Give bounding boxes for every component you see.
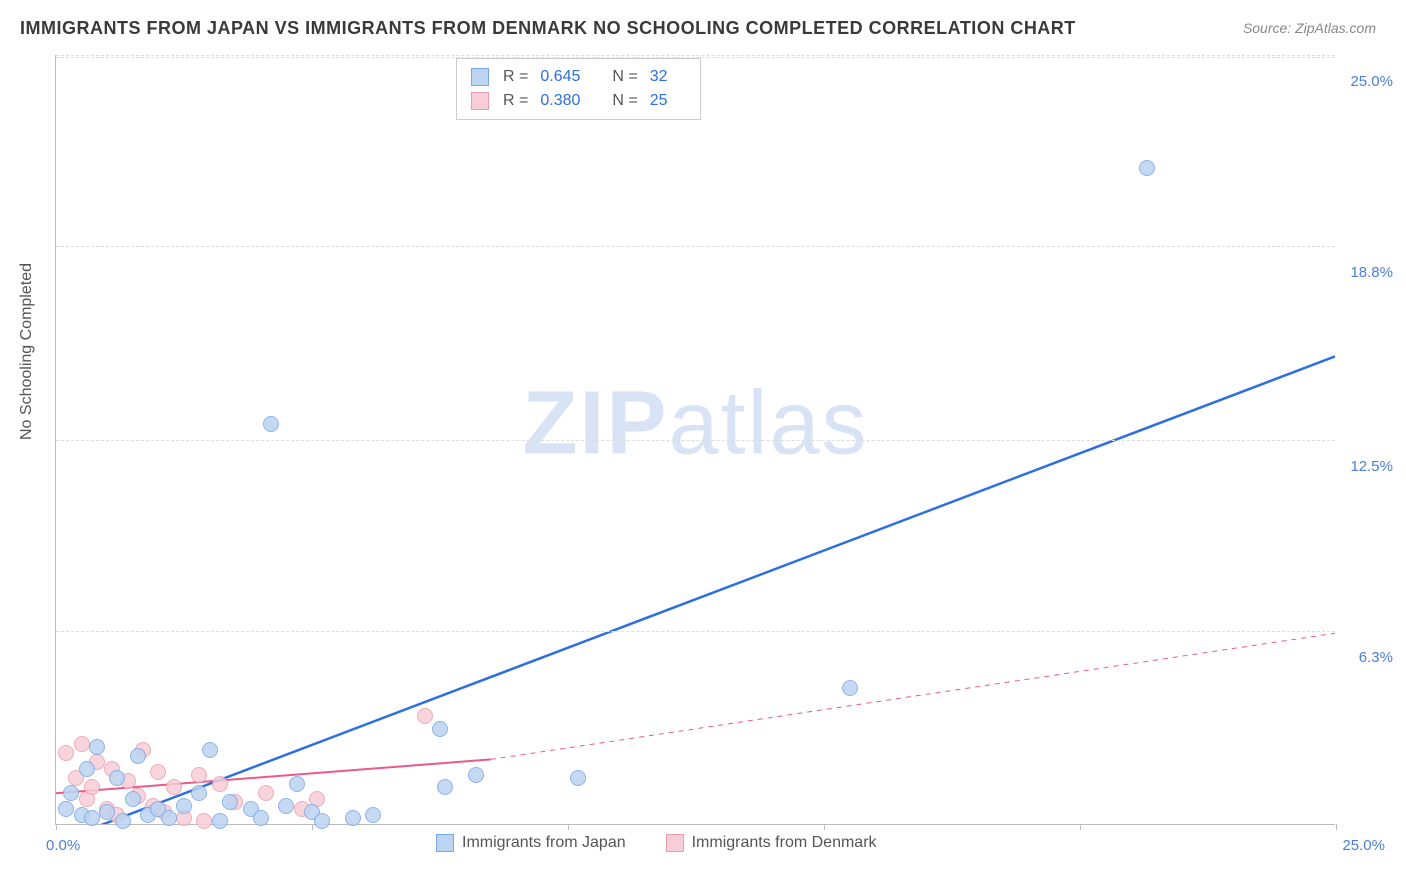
legend-r-label: R = (503, 92, 528, 110)
x-tick-mark (56, 824, 57, 830)
x-axis-min-label: 0.0% (46, 837, 80, 854)
watermark: ZIPatlas (522, 373, 868, 476)
legend-r-value-1: 0.380 (540, 92, 580, 110)
scatter-point (570, 770, 586, 786)
x-axis-max-label: 25.0% (1342, 837, 1385, 854)
scatter-point (365, 807, 381, 823)
source-label: Source: ZipAtlas.com (1243, 20, 1376, 36)
scatter-point (263, 416, 279, 432)
legend-n-value-0: 32 (650, 68, 668, 86)
scatter-point (345, 810, 361, 826)
legend-n-label: N = (612, 92, 637, 110)
y-axis-label: No Schooling Completed (18, 263, 36, 440)
x-tick-mark (824, 824, 825, 830)
scatter-point (468, 767, 484, 783)
scatter-point (109, 770, 125, 786)
scatter-point (842, 680, 858, 696)
legend-series-label-0: Immigrants from Japan (462, 834, 626, 852)
x-tick-mark (1336, 824, 1337, 830)
y-tick-label: 25.0% (1350, 73, 1393, 90)
watermark-bold: ZIP (522, 374, 668, 474)
chart-title: IMMIGRANTS FROM JAPAN VS IMMIGRANTS FROM… (20, 18, 1076, 39)
legend-stat-row-0: R = 0.645 N = 32 (471, 65, 686, 89)
scatter-point (176, 798, 192, 814)
legend-series-0: Immigrants from Japan (436, 834, 626, 852)
legend-swatch-1 (471, 92, 489, 110)
x-tick-mark (1080, 824, 1081, 830)
legend-stats-box: R = 0.645 N = 32 R = 0.380 N = 25 (456, 58, 701, 120)
scatter-point (58, 745, 74, 761)
scatter-point (314, 813, 330, 829)
y-tick-label: 18.8% (1350, 264, 1393, 281)
scatter-point (74, 736, 90, 752)
legend-series-swatch-1 (666, 834, 684, 852)
scatter-point (222, 794, 238, 810)
legend-n-label: N = (612, 68, 637, 86)
legend-n-value-1: 25 (650, 92, 668, 110)
scatter-point (115, 813, 131, 829)
scatter-point (84, 779, 100, 795)
scatter-point (258, 785, 274, 801)
legend-swatch-0 (471, 68, 489, 86)
legend-series-box: Immigrants from Japan Immigrants from De… (436, 834, 877, 852)
scatter-point (79, 761, 95, 777)
trend-line (491, 633, 1335, 759)
scatter-point (202, 742, 218, 758)
gridline (56, 246, 1335, 247)
scatter-point (63, 785, 79, 801)
scatter-point (253, 810, 269, 826)
x-tick-mark (312, 824, 313, 830)
scatter-point (289, 776, 305, 792)
scatter-point (125, 791, 141, 807)
scatter-point (212, 813, 228, 829)
scatter-point (161, 810, 177, 826)
legend-series-1: Immigrants from Denmark (666, 834, 877, 852)
chart-plot-area: ZIPatlas R = 0.645 N = 32 R = 0.380 N = … (55, 55, 1335, 825)
scatter-point (1139, 160, 1155, 176)
scatter-point (212, 776, 228, 792)
trend-line (71, 356, 1335, 824)
scatter-point (99, 804, 115, 820)
legend-r-value-0: 0.645 (540, 68, 580, 86)
legend-series-swatch-0 (436, 834, 454, 852)
y-tick-label: 6.3% (1359, 649, 1393, 666)
gridline (56, 631, 1335, 632)
scatter-point (278, 798, 294, 814)
scatter-point (191, 767, 207, 783)
scatter-point (196, 813, 212, 829)
scatter-point (58, 801, 74, 817)
y-tick-label: 12.5% (1350, 458, 1393, 475)
scatter-point (150, 764, 166, 780)
scatter-point (84, 810, 100, 826)
watermark-light: atlas (668, 374, 868, 474)
legend-r-label: R = (503, 68, 528, 86)
scatter-point (130, 748, 146, 764)
scatter-point (191, 785, 207, 801)
legend-series-label-1: Immigrants from Denmark (692, 834, 877, 852)
gridline (56, 55, 1335, 56)
scatter-point (437, 779, 453, 795)
scatter-point (417, 708, 433, 724)
scatter-point (432, 721, 448, 737)
gridline (56, 57, 1335, 58)
gridline (56, 440, 1335, 441)
scatter-point (89, 739, 105, 755)
scatter-point (166, 779, 182, 795)
x-tick-mark (568, 824, 569, 830)
legend-stat-row-1: R = 0.380 N = 25 (471, 89, 686, 113)
